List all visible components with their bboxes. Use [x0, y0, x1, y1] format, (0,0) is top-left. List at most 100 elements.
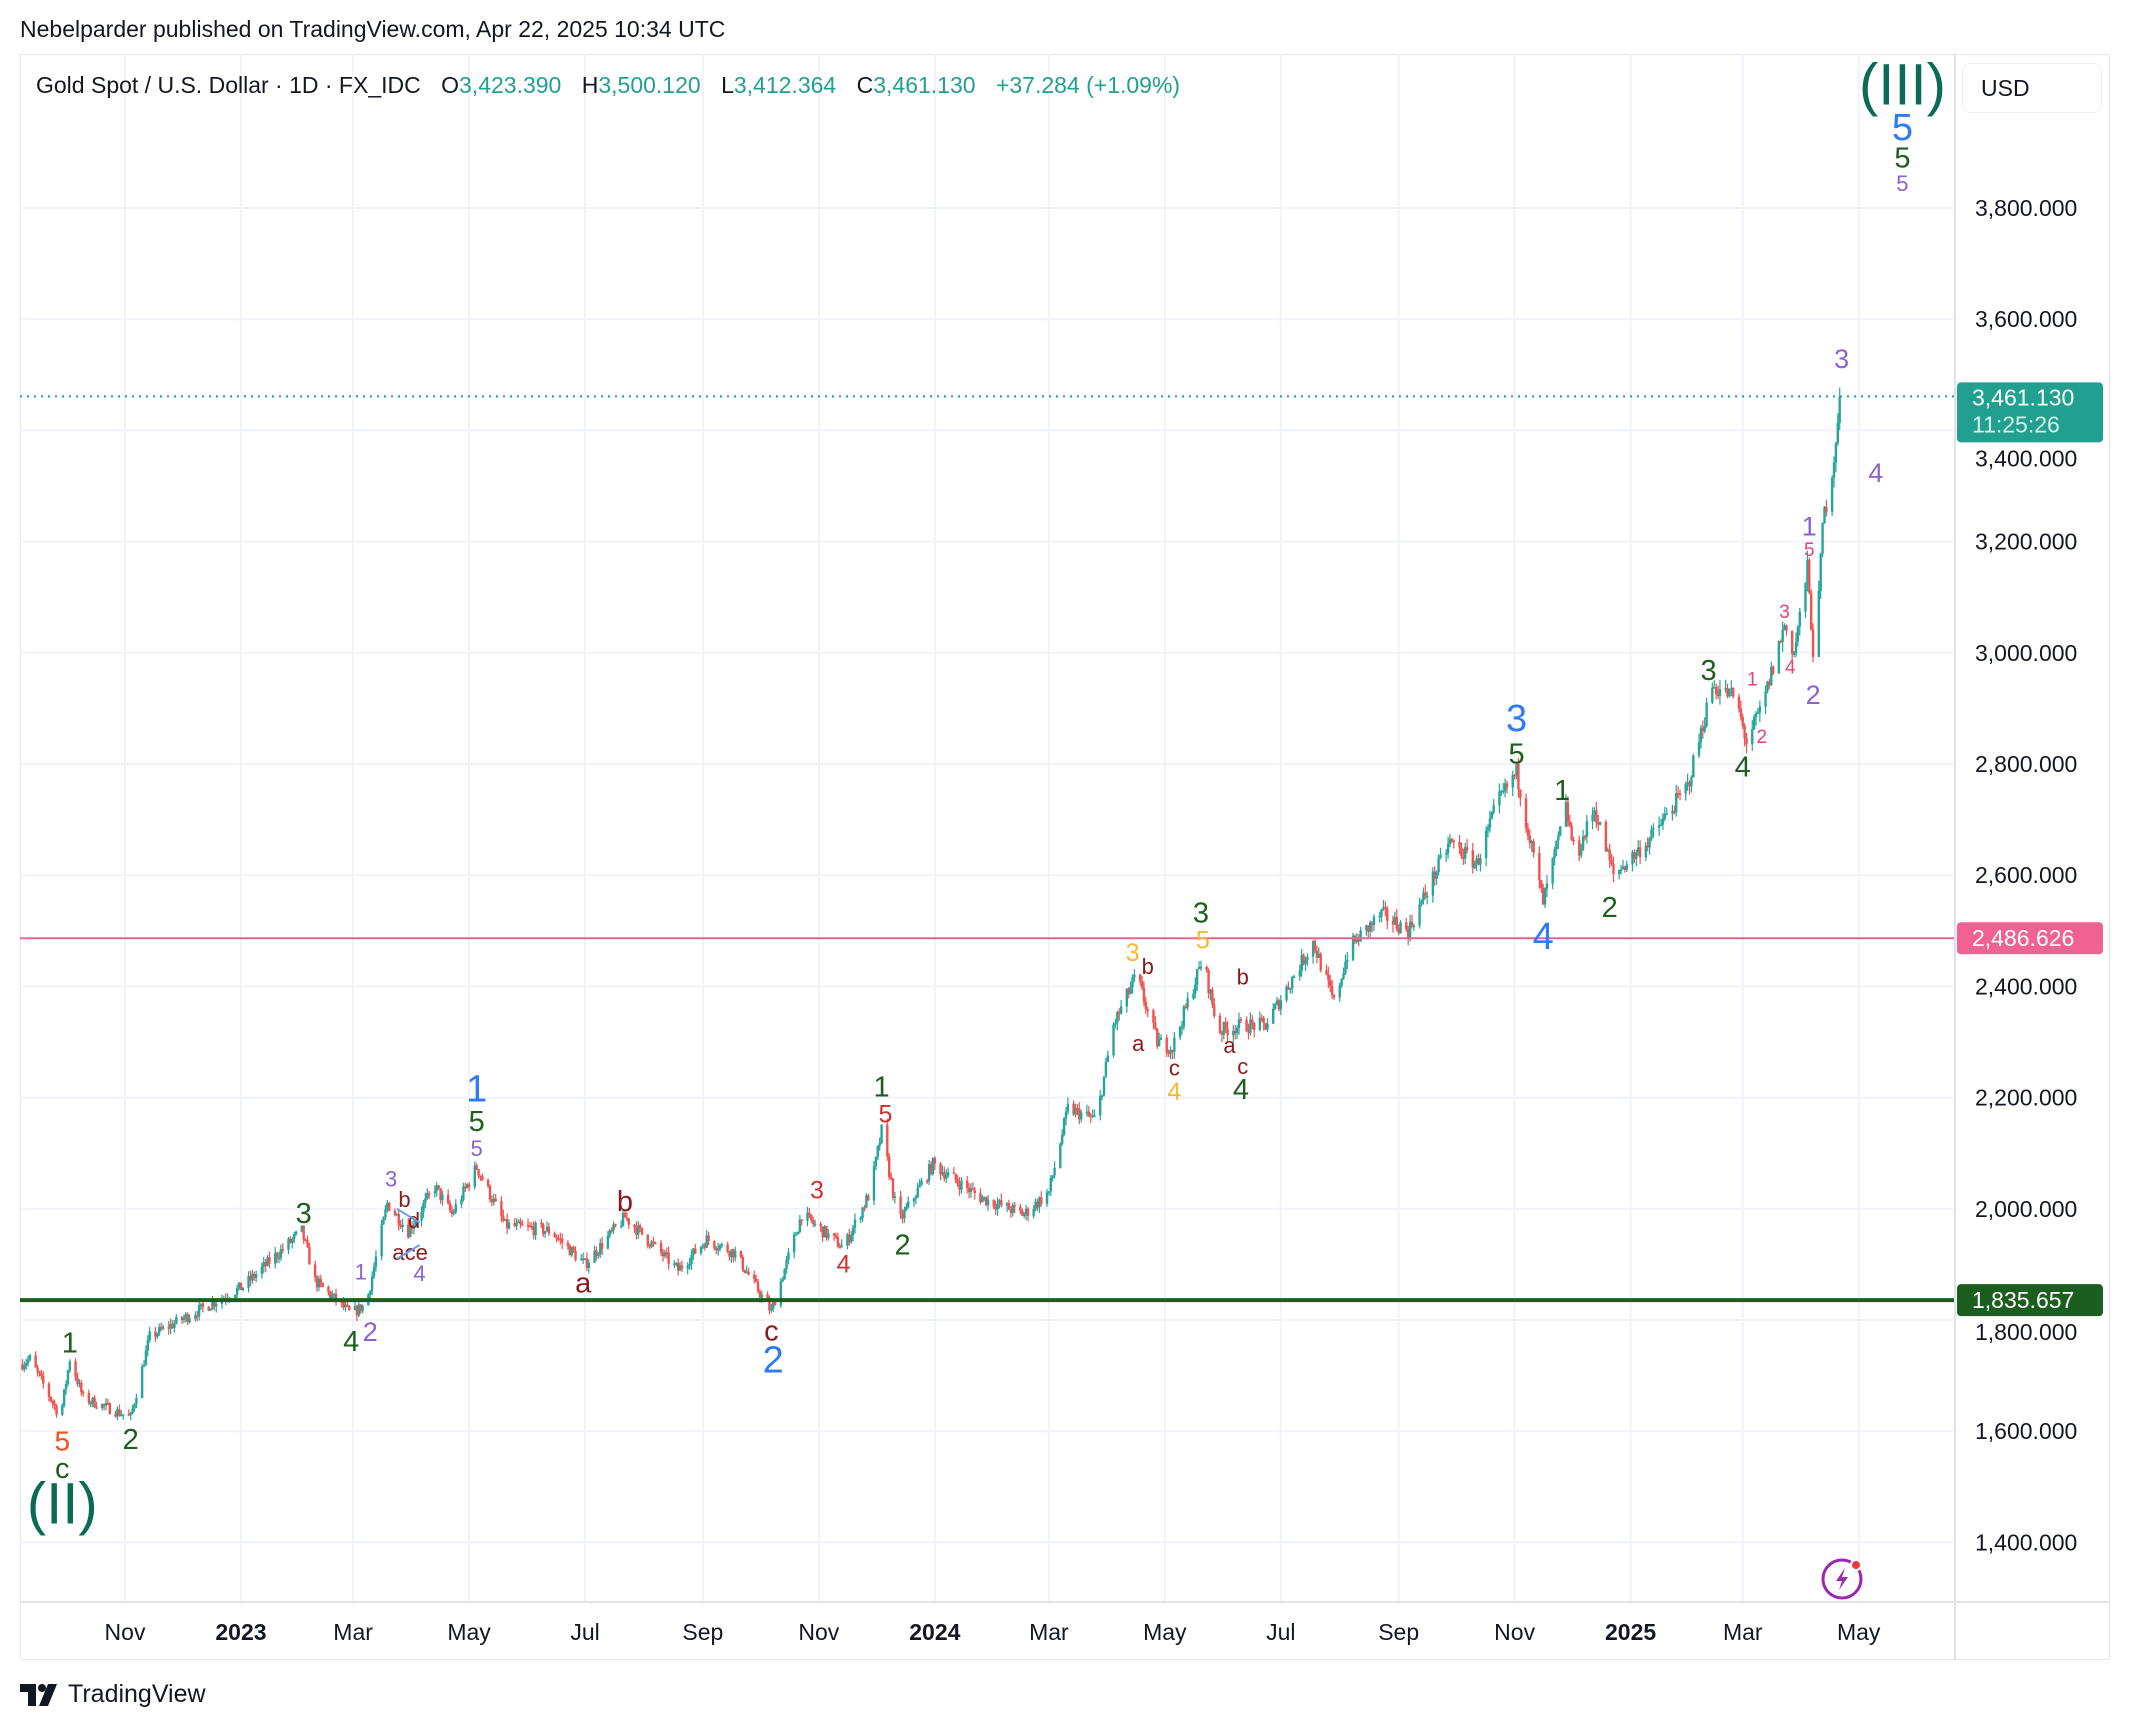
wave-label-minute-sm[interactable]: 1	[355, 1260, 367, 1285]
trendline-upper[interactable]	[396, 1207, 421, 1224]
wave-label-minute[interactable]: 4	[1868, 458, 1883, 488]
candle-up	[386, 1202, 389, 1210]
wave-label-cycle[interactable]: (II)	[27, 1471, 98, 1536]
wave-label-correction-sm[interactable]: d	[408, 1208, 420, 1233]
candle-up	[1292, 976, 1296, 978]
candle-up	[23, 1365, 26, 1370]
wave-label-minuette[interactable]: 3	[1779, 602, 1790, 623]
candle-down	[1811, 629, 1815, 657]
wave-label-minute-sm[interactable]: 4	[414, 1261, 426, 1286]
wave-label-intermediate[interactable]: 1	[874, 1071, 890, 1103]
wave-label-intermediate[interactable]: 5	[1894, 143, 1910, 175]
wave-label-minute[interactable]: 2	[363, 1317, 378, 1347]
candle-up	[28, 1355, 32, 1360]
candle-down	[1526, 828, 1530, 836]
wave-label-correction-sm[interactable]: c	[1237, 1054, 1248, 1079]
trendline-lower[interactable]	[396, 1244, 421, 1260]
wave-label-minor_alt[interactable]: 3	[1126, 939, 1140, 967]
symbol-name[interactable]: Gold Spot / U.S. Dollar · 1D · FX_IDC	[36, 72, 421, 98]
candle-down	[1433, 871, 1436, 879]
candle-up	[1464, 847, 1467, 859]
wave-label-primary[interactable]: 1	[466, 1069, 487, 1111]
wave-label-minuette[interactable]: 5	[1804, 540, 1815, 561]
wave-label-intermediate[interactable]: 2	[894, 1229, 910, 1261]
candle-up	[504, 1218, 507, 1221]
wave-label-correction-sm[interactable]: b	[1142, 954, 1154, 979]
candle-up	[673, 1263, 676, 1265]
price-axis[interactable]: 1,400.000 1,600.000 1,800.000 2,000.000 2,20…	[1975, 195, 2077, 1555]
wave-label-primary[interactable]: 3	[1506, 698, 1527, 740]
wave-label-correction[interactable]: b	[617, 1186, 633, 1218]
wave-label-minor[interactable]: 5	[878, 1101, 892, 1129]
candle-down	[1410, 921, 1414, 926]
wave-label-primary[interactable]: 2	[763, 1339, 784, 1381]
candle-down	[1021, 1210, 1024, 1216]
wave-label-correction[interactable]: c	[764, 1315, 779, 1347]
candle-down	[1138, 974, 1142, 982]
wave-label-minuette[interactable]: 2	[1756, 727, 1767, 748]
level-price-tag	[1957, 1284, 2103, 1317]
candle-up	[903, 1209, 906, 1219]
wave-label-intermediate[interactable]: c	[55, 1453, 70, 1485]
candle-up	[1378, 916, 1381, 918]
currency-button[interactable]: USD	[1962, 63, 2102, 113]
wave-label-intermediate[interactable]: 5	[1508, 738, 1524, 770]
tradingview-logo[interactable]: TradingView	[20, 1680, 206, 1709]
wave-label-minute[interactable]: 1	[1802, 511, 1817, 541]
candle-up	[581, 1258, 585, 1260]
wave-label-intermediate[interactable]: 4	[343, 1326, 359, 1358]
wave-label-intermediate[interactable]: 1	[1554, 775, 1570, 807]
wave-label-minute-sm[interactable]: 3	[385, 1166, 397, 1191]
wave-label-correction-sm[interactable]: b	[398, 1187, 410, 1212]
wave-label-correction[interactable]: a	[575, 1268, 592, 1300]
time-axis[interactable]: Nov 2023 Mar May Jul Sep Nov 2024 Mar May Jul Sep No…	[105, 1619, 1881, 1645]
wave-label-intermediate[interactable]: 1	[62, 1328, 78, 1360]
wave-label-primary[interactable]: 4	[1533, 916, 1554, 958]
candle-up	[981, 1198, 984, 1203]
y-tick-label: 3,200.000	[1975, 529, 2077, 555]
wave-label-minor_alt[interactable]: 4	[1167, 1078, 1181, 1106]
wave-label-minute[interactable]: 3	[1834, 344, 1849, 374]
wave-label-intermediate[interactable]: 4	[1735, 752, 1751, 784]
candle-up	[1545, 883, 1549, 889]
wave-label-minuette[interactable]: 4	[1785, 657, 1796, 678]
wave-label-correction-sm[interactable]: b	[1237, 964, 1249, 989]
candle-down	[654, 1242, 657, 1245]
wave-label-minute-sm[interactable]: 5	[471, 1136, 483, 1161]
candle-up	[1047, 1191, 1051, 1193]
wave-label-correction-sm[interactable]: ace	[392, 1240, 427, 1265]
wave-label-intermediate[interactable]: 2	[123, 1424, 139, 1456]
wave-label-intermediate[interactable]: 3	[1193, 897, 1209, 929]
wave-label-correction-sm[interactable]: a	[1223, 1033, 1236, 1058]
wave-label-minute-sm[interactable]: 5	[1896, 171, 1908, 196]
wave-label-intermediate[interactable]: 2	[1602, 892, 1618, 924]
wave-label-subminor[interactable]: 5	[54, 1425, 70, 1456]
lightning-icon[interactable]	[1821, 1558, 1863, 1600]
wave-label-intermediate[interactable]: 4	[1233, 1074, 1249, 1106]
wave-label-minuette[interactable]: 1	[1747, 670, 1758, 691]
wave-label-minor_alt[interactable]: 5	[1196, 927, 1210, 955]
wave-label-minute[interactable]: 2	[1806, 680, 1821, 710]
candle-down	[954, 1173, 957, 1181]
candle-up	[26, 1359, 30, 1364]
wave-label-intermediate[interactable]: 5	[469, 1106, 485, 1138]
wave-label-intermediate[interactable]: 3	[1700, 655, 1716, 687]
wave-label-intermediate[interactable]: 3	[296, 1198, 312, 1230]
candle-up	[1770, 666, 1773, 686]
wave-label-correction-sm[interactable]: c	[1169, 1056, 1180, 1081]
candle-up	[317, 1278, 321, 1288]
y-tick-label: 2,400.000	[1975, 973, 2077, 999]
candle-down	[1452, 840, 1455, 843]
wave-label-cycle[interactable]: (III)	[1859, 52, 1946, 117]
wave-label-primary[interactable]: 5	[1892, 107, 1913, 149]
wave-label-minor[interactable]: 4	[837, 1251, 851, 1279]
candle-down	[289, 1238, 292, 1243]
candle-down	[1541, 887, 1545, 905]
candle-up	[1085, 1111, 1089, 1114]
wave-label-minor[interactable]: 3	[810, 1177, 824, 1205]
wave-label-correction-sm[interactable]: a	[1132, 1031, 1145, 1056]
candle-up	[1053, 1167, 1056, 1176]
candle-down	[1460, 847, 1463, 857]
candle-down	[479, 1175, 482, 1178]
